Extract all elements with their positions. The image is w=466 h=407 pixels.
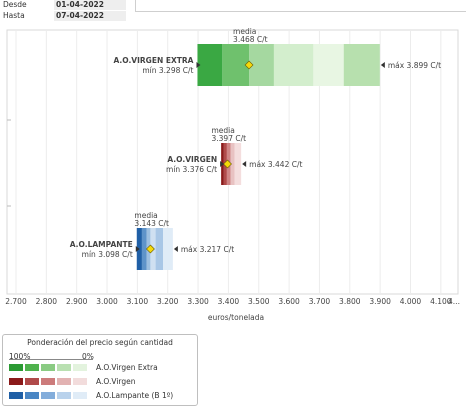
range-segment: [230, 143, 235, 185]
x-tick-label: 2.800: [36, 297, 58, 306]
legend-title: Ponderación del precio según cantidad: [27, 338, 173, 347]
price-range-chart: 2.700 2.800 2.900 3.000 3.100 3.200 3.300 3.400…: [5, 28, 460, 322]
mean-label: media: [212, 126, 235, 135]
range-segment: [313, 44, 344, 86]
legend-swatch: [25, 364, 39, 371]
series-name-label: A.O.LAMPANTE: [70, 240, 133, 249]
max-arrow: [242, 161, 247, 167]
x-tick-label: 4...: [448, 297, 460, 306]
legend-label: A.O.Virgen: [96, 377, 136, 386]
legend-swatch: [57, 392, 71, 399]
min-arrow: [196, 62, 201, 68]
legend-swatch: [41, 392, 55, 399]
range-segment: [343, 44, 380, 86]
legend-scale-line: [9, 359, 93, 360]
series-name-label: A.O.VIRGEN EXTRA: [113, 56, 193, 65]
mean-value-label: 3.397 C/t: [212, 134, 247, 143]
legend-panel: Ponderación del precio según cantidad 10…: [2, 334, 198, 406]
legend-label: A.O.Lampante (B 1º): [96, 391, 174, 400]
plot-frame: [6, 29, 459, 295]
legend-swatch: [57, 364, 71, 371]
x-tick-label: 3.400: [218, 297, 240, 306]
mean-value-label: 3.468 C/t: [233, 35, 268, 44]
legend-swatch: [41, 364, 55, 371]
legend-swatch: [73, 364, 87, 371]
range-segment: [197, 44, 223, 86]
legend-swatch: [9, 364, 23, 371]
legend-swatch: [9, 378, 23, 385]
max-arrow: [380, 62, 385, 68]
max-label: máx 3.217 C/t: [181, 245, 234, 254]
x-tick-label: 4.100: [430, 297, 452, 306]
legend-swatch: [41, 378, 55, 385]
mean-value-label: 3.143 C/t: [134, 219, 169, 228]
max-label: máx 3.899 C/t: [388, 61, 441, 70]
range-segment: [163, 228, 173, 270]
min-arrow: [220, 161, 225, 167]
range-segment: [155, 228, 164, 270]
legend-swatch: [73, 378, 87, 385]
legend-swatch: [9, 392, 23, 399]
min-label: mín 3.298 C/t: [142, 66, 193, 75]
range-segment: [141, 228, 147, 270]
x-tick-label: 3.100: [127, 297, 149, 306]
legend-swatch: [73, 392, 87, 399]
x-tick-label: 3.700: [309, 297, 331, 306]
mean-label: media: [233, 28, 256, 36]
x-tick-label: 3.300: [187, 297, 209, 306]
mean-marker: [244, 60, 254, 70]
series-name-label: A.O.VIRGEN: [167, 155, 217, 164]
min-arrow: [135, 246, 140, 252]
x-tick-label: 3.800: [339, 297, 361, 306]
x-tick-label: 3.200: [157, 297, 179, 306]
legend-pct-high: 100%: [9, 352, 31, 361]
date-to-row: Hasta 07-04-2022: [0, 11, 128, 21]
x-tick-label: 3.900: [369, 297, 391, 306]
mean-marker: [223, 159, 232, 169]
x-tick-label: 4.000: [400, 297, 422, 306]
legend-swatch: [57, 378, 71, 385]
date-to-label: Hasta: [3, 11, 25, 20]
max-label: máx 3.442 C/t: [249, 160, 302, 169]
x-tick-label: 2.900: [66, 297, 88, 306]
date-from-label: Desde: [3, 0, 27, 9]
min-label: mín 3.376 C/t: [166, 165, 217, 174]
x-tick-label: 3.000: [96, 297, 118, 306]
date-to-value[interactable]: 07-04-2022: [54, 11, 126, 21]
max-arrow: [173, 246, 178, 252]
min-label: mín 3.098 C/t: [82, 250, 133, 259]
x-tick-label: 3.500: [248, 297, 270, 306]
range-segment: [234, 143, 242, 185]
date-from-row: Desde 01-04-2022: [0, 0, 128, 10]
legend-swatch: [25, 392, 39, 399]
legend-swatch: [25, 378, 39, 385]
date-from-value[interactable]: 01-04-2022: [54, 0, 126, 10]
x-tick-label: 2.700: [5, 297, 27, 306]
x-tick-label: 3.600: [278, 297, 300, 306]
legend-label: A.O.Virgen Extra: [96, 363, 158, 372]
range-segment: [273, 44, 314, 86]
header-panel: [135, 0, 466, 12]
mean-marker: [146, 244, 155, 254]
x-axis-label: euros/tonelada: [208, 313, 264, 322]
mean-label: media: [134, 211, 157, 220]
legend-pct-low: 0%: [82, 352, 94, 361]
range-segment: [222, 44, 250, 86]
